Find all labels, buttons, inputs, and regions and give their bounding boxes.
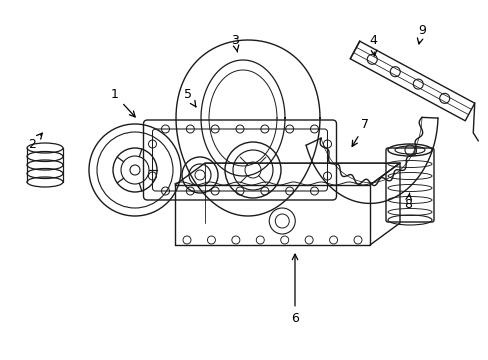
Text: 1: 1: [111, 89, 135, 117]
Text: 7: 7: [351, 118, 368, 147]
Text: 8: 8: [403, 193, 411, 211]
Text: 9: 9: [417, 23, 425, 44]
Text: 2: 2: [28, 133, 42, 152]
Text: 3: 3: [231, 33, 239, 52]
Text: 6: 6: [290, 254, 298, 324]
Text: 4: 4: [368, 33, 376, 56]
Text: 5: 5: [183, 89, 196, 107]
